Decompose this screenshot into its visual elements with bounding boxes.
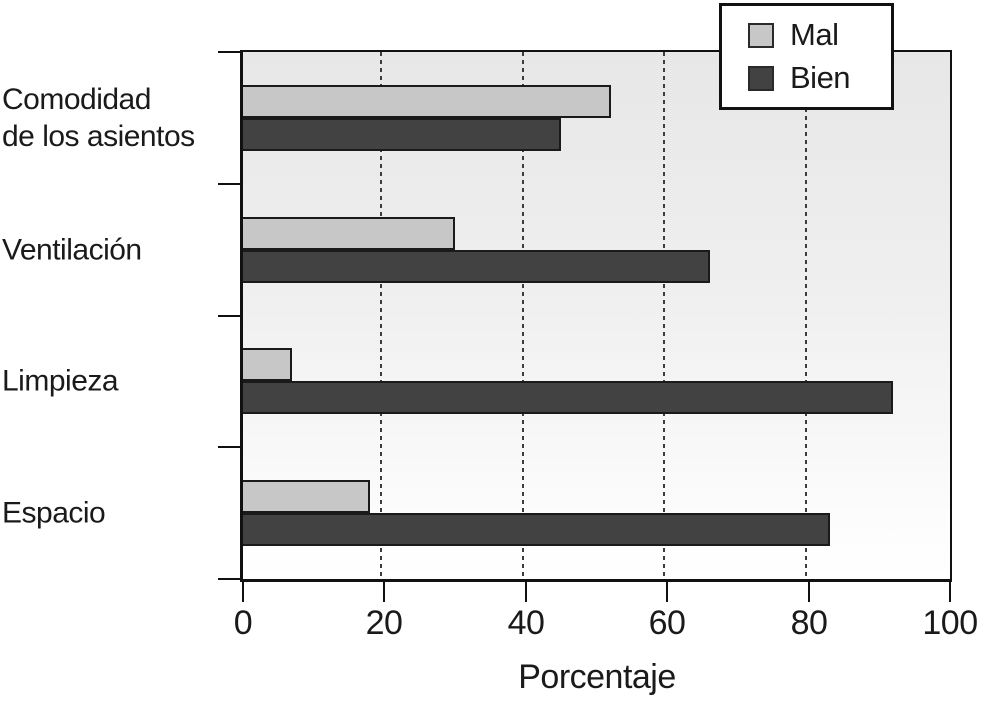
- bar-mal-3: [243, 480, 370, 513]
- x-axis-tick-20: [383, 582, 385, 602]
- plot-area: [240, 50, 952, 582]
- bar-mal-1: [243, 217, 455, 250]
- bar-bien-3: [243, 513, 830, 546]
- legend: Mal Bien: [719, 3, 894, 110]
- legend-swatch-mal: [748, 22, 774, 48]
- x-axis-tick-100: [949, 582, 951, 602]
- x-tick-label-20: 20: [365, 604, 403, 642]
- category-label-3: Espacio: [2, 496, 106, 530]
- legend-swatch-bien: [748, 65, 774, 91]
- x-tick-label-60: 60: [648, 604, 686, 642]
- legend-item-bien: Bien: [748, 60, 891, 96]
- category-label-2: Limpieza: [2, 364, 119, 398]
- x-tick-label-80: 80: [790, 604, 828, 642]
- bar-bien-2: [243, 381, 893, 414]
- legend-label-bien: Bien: [790, 60, 851, 95]
- y-axis-tick-3: [218, 446, 243, 448]
- legend-label-mal: Mal: [790, 17, 839, 52]
- x-tick-label-100: 100: [922, 604, 978, 642]
- legend-item-mal: Mal: [748, 17, 891, 53]
- x-tick-label-0: 0: [233, 604, 253, 642]
- gridline-20: [380, 52, 382, 579]
- gridline-40: [522, 52, 524, 579]
- y-axis-tick-1: [218, 183, 243, 185]
- bar-mal-2: [243, 348, 292, 381]
- bar-bien-1: [243, 250, 710, 283]
- x-axis-tick-80: [808, 582, 810, 602]
- category-label-1: Ventilación: [2, 233, 142, 267]
- x-axis-title: Porcentaje: [518, 658, 676, 696]
- y-axis-tick-0: [218, 51, 243, 53]
- bar-mal-0: [243, 85, 611, 118]
- gridline-80: [805, 52, 807, 579]
- category-label-0: Comodidad de los asientos: [2, 83, 195, 153]
- x-axis-tick-60: [666, 582, 668, 602]
- x-axis-tick-40: [525, 582, 527, 602]
- bar-bien-0: [243, 118, 561, 151]
- x-axis-tick-0: [242, 582, 244, 602]
- gridline-60: [663, 52, 665, 579]
- y-axis-tick-2: [218, 315, 243, 317]
- y-axis-tick-4: [218, 578, 243, 580]
- x-tick-label-40: 40: [507, 604, 545, 642]
